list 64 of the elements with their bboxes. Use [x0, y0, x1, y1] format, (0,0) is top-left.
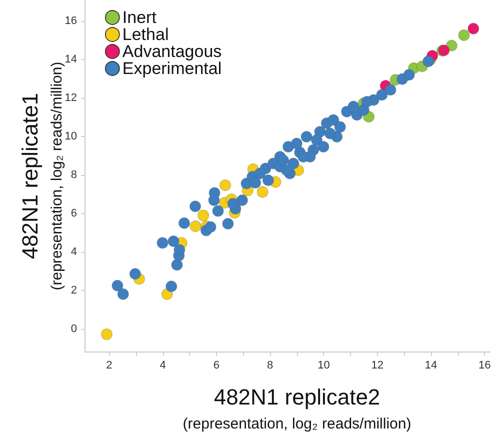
x-axis-title: 482N1 replicate2 (representation, log₂ reads/million) [182, 384, 412, 432]
point [227, 198, 239, 210]
legend-label: Advantagous [122, 42, 222, 61]
point [468, 22, 480, 34]
point [318, 140, 330, 153]
point [189, 200, 202, 212]
point [361, 96, 373, 108]
point [190, 220, 202, 232]
y-tick-label: 4 [70, 246, 77, 258]
point [280, 164, 292, 176]
x-tick-label: 16 [478, 360, 491, 372]
point [328, 114, 340, 126]
point [256, 186, 268, 198]
point [250, 176, 262, 189]
y-tick-label: 6 [70, 208, 77, 220]
point [174, 244, 186, 256]
point [324, 128, 336, 140]
point [168, 235, 180, 248]
point [222, 218, 234, 230]
point [277, 154, 290, 166]
point [262, 174, 274, 186]
point [219, 179, 232, 192]
y-tick-label: 16 [64, 15, 77, 28]
legend-label: Experimental [122, 59, 222, 78]
point [171, 259, 183, 271]
y-axis-title: 482N1 replicate1 (representation, log₂ reads/million) [18, 62, 66, 290]
point [129, 268, 141, 280]
x-tick-label: 14 [424, 360, 438, 372]
y-tick-label: 14 [64, 54, 77, 66]
x-tick-label: 12 [371, 360, 384, 372]
point [112, 280, 124, 292]
point [156, 237, 168, 249]
y-tick-label: 2 [70, 284, 77, 296]
point [117, 288, 129, 300]
point [384, 84, 396, 96]
point [403, 69, 415, 81]
point [348, 100, 360, 112]
point [204, 221, 216, 233]
point [376, 89, 388, 101]
point [236, 194, 248, 206]
y-tick-label: 10 [64, 130, 77, 143]
legend-label: Inert [122, 8, 157, 27]
x-tick-label: 2 [106, 360, 112, 372]
point [334, 121, 346, 133]
point [310, 134, 323, 146]
point [212, 205, 224, 217]
point [254, 168, 266, 180]
y-tick-label: 8 [70, 169, 77, 182]
point [197, 210, 210, 222]
x-tick-label: 8 [267, 360, 274, 372]
y-tick-label: 12 [64, 92, 77, 104]
point [166, 280, 178, 292]
x-tick-label: 6 [213, 360, 220, 372]
point [298, 150, 310, 163]
y-tick-label: 0 [70, 322, 77, 335]
legend-label: Lethal [122, 25, 169, 44]
point [300, 130, 312, 143]
x-tick-label: 10 [318, 360, 330, 372]
x-tick-label: 4 [160, 360, 166, 372]
point [208, 194, 220, 206]
point [290, 138, 302, 150]
point [100, 328, 113, 340]
point [178, 217, 190, 229]
point [458, 29, 470, 41]
